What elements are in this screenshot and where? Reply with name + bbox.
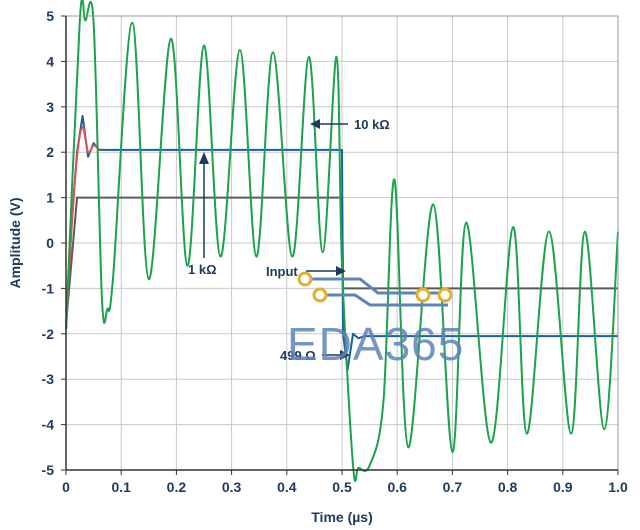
y-tick-label: 1 [46, 190, 54, 206]
x-tick-label: 0.3 [222, 479, 242, 495]
watermark-logo: EDA365 [287, 271, 464, 370]
y-tick-label: 3 [46, 99, 54, 115]
x-tick-label: 0.1 [111, 479, 131, 495]
x-tick-label: 0 [62, 479, 70, 495]
y-tick-label: 0 [46, 235, 54, 251]
tick-labels: 0 0.1 0.2 0.3 0.4 0.5 0.6 0.7 0.8 0.9 1.0 5 4 3 2 1 0 -1 -… [42, 8, 628, 495]
x-tick-label: 0.7 [443, 479, 463, 495]
annotation-input-label: Input [266, 264, 298, 279]
annotation-1k: 1 kΩ [188, 152, 217, 277]
series-layer [65, 0, 619, 483]
arrowhead-icon [336, 266, 346, 276]
watermark-text: EDA365 [287, 318, 464, 370]
annotation-input: Input [266, 264, 346, 279]
annotation-10k-label: 10 kΩ [354, 117, 390, 132]
annotation-499: 499 Ω [280, 348, 350, 363]
x-tick-label: 0.5 [332, 479, 352, 495]
x-tick-label: 0.9 [553, 479, 573, 495]
axes [61, 15, 619, 475]
x-tick-label: 0.8 [498, 479, 518, 495]
series-line-10-k [65, 0, 619, 483]
x-tick-label: 0.2 [167, 479, 187, 495]
series-line-499 [65, 126, 100, 330]
y-tick-label: -4 [42, 417, 55, 433]
y-tick-label: -3 [42, 371, 55, 387]
y-axis-title: Amplitude (V) [7, 198, 23, 289]
y-tick-label: -5 [42, 462, 55, 478]
annotation-499-label: 499 Ω [280, 348, 316, 363]
circuit-trace-icon [305, 277, 448, 307]
arrowhead-icon [310, 119, 320, 129]
arrowhead-icon [199, 152, 209, 164]
y-tick-label: -1 [42, 280, 55, 296]
y-tick-label: 4 [46, 53, 54, 69]
y-tick-label: -2 [42, 326, 55, 342]
annotation-10k: 10 kΩ [310, 117, 390, 132]
arrowhead-icon [340, 350, 350, 360]
x-tick-label: 1.0 [608, 479, 628, 495]
x-tick-label: 0.4 [277, 479, 297, 495]
circuit-pad-icon [297, 271, 453, 303]
x-axis-title: Time (µs) [311, 509, 373, 525]
annotation-1k-label: 1 kΩ [188, 262, 217, 277]
y-tick-label: 2 [46, 144, 54, 160]
y-tick-label: 5 [46, 8, 54, 24]
x-tick-label: 0.6 [387, 479, 407, 495]
